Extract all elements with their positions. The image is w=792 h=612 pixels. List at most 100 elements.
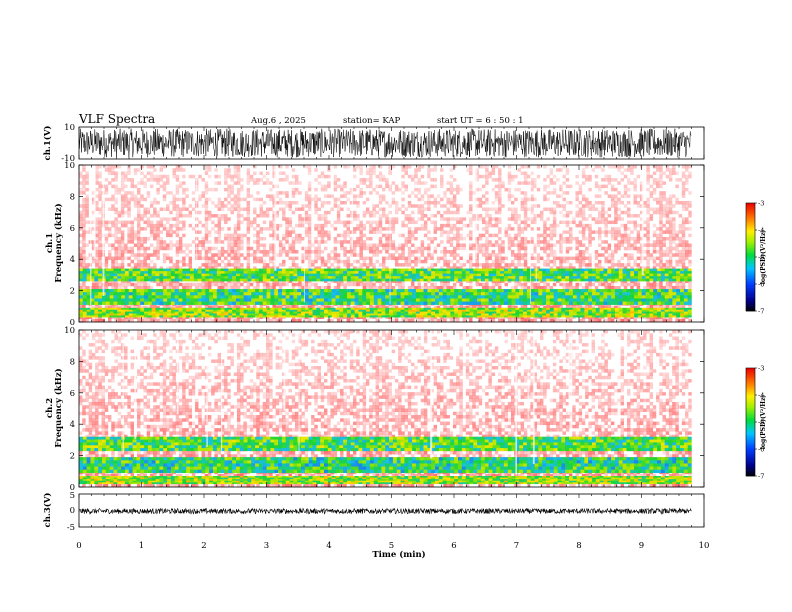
colorbar-cell — [746, 233, 755, 236]
colorbar-cell — [746, 262, 755, 265]
colorbar-cell — [746, 303, 755, 306]
colorbar-cell — [746, 463, 755, 466]
colorbar-cell — [746, 438, 755, 441]
colorbar-cell — [746, 404, 755, 407]
colorbar-cell — [746, 427, 755, 430]
colorbar-cell — [746, 267, 755, 270]
time-tick-label: 10 — [699, 541, 710, 551]
ytick-label: 2 — [70, 287, 75, 297]
colorbar-cell — [746, 405, 755, 408]
ytick-label: 0 — [70, 483, 75, 493]
colorbar-cell — [746, 280, 755, 283]
colorbar-cell — [746, 387, 755, 390]
colorbar-cell — [746, 226, 755, 229]
colorbar-cell — [746, 266, 755, 269]
colorbar-cell — [746, 278, 755, 281]
ch1-colorbar: -7 -6 -5 -4 -3 — [745, 200, 764, 316]
colorbar-cell — [746, 215, 755, 218]
colorbar-tick-label: -7 — [758, 308, 764, 316]
colorbar-cell — [746, 373, 755, 376]
colorbar-cell — [746, 398, 755, 401]
colorbar-cell — [746, 296, 755, 299]
ytick-label: 8 — [70, 357, 75, 367]
colorbar-cell — [746, 275, 755, 278]
colorbar-cell — [746, 400, 755, 403]
colorbar-cell — [746, 203, 755, 206]
ch1-spectrogram-ylabel-frequency: Frequency (kHz) — [53, 203, 64, 282]
colorbar-cell — [746, 413, 755, 416]
colorbar-cell — [746, 309, 755, 312]
colorbar-cell — [746, 449, 755, 452]
colorbar-cell — [746, 235, 755, 238]
colorbar-cell — [746, 429, 755, 432]
colorbar-tick-label: -7 — [758, 473, 764, 481]
colorbar-cell — [746, 445, 755, 448]
ytick-label: 4 — [70, 255, 75, 265]
colorbar-cell — [746, 432, 755, 435]
ch1-spectrogram-yticks: 0 2 4 6 8 10 — [64, 161, 704, 328]
colorbar-cell — [746, 418, 755, 421]
colorbar-cell — [746, 447, 755, 450]
colorbar-cell — [746, 237, 755, 240]
colorbar-cell — [746, 380, 755, 383]
colorbar-cell — [746, 450, 755, 453]
colorbar-cell — [746, 452, 755, 455]
colorbar-cell — [746, 302, 755, 305]
colorbar-cell — [746, 391, 755, 394]
ch2-spectrogram-xticks — [78, 330, 705, 487]
colorbar-cell — [746, 440, 755, 443]
colorbar-cell — [746, 441, 755, 444]
colorbar-cell — [746, 436, 755, 439]
ch3-waveform-ylabel: ch.3(V) — [42, 493, 53, 528]
ytick-label: 2 — [70, 452, 75, 462]
colorbar-cell — [746, 386, 755, 389]
ch3-ytick-bottom: -5 — [67, 523, 75, 533]
colorbar-cell — [746, 244, 755, 247]
station-label: station= KAP — [343, 116, 401, 126]
colorbar-cell — [746, 293, 755, 296]
colorbar-cell — [746, 369, 755, 372]
colorbar-cell — [746, 230, 755, 233]
colorbar-cell — [746, 454, 755, 457]
ytick-label: 0 — [70, 318, 75, 328]
colorbar-cell — [746, 395, 755, 398]
colorbar-cell — [746, 264, 755, 267]
colorbar-cell — [746, 384, 755, 387]
colorbar-cell — [746, 389, 755, 392]
time-tick-label: 8 — [576, 541, 581, 551]
colorbar-tick-label: -6 — [758, 281, 764, 289]
colorbar-cell — [746, 425, 755, 428]
colorbar-cell — [746, 294, 755, 297]
ch1-waveform-trace — [78, 127, 692, 158]
ch1-waveform-panel: 10 -10 ch.1(V) — [42, 123, 705, 164]
time-tick-label: 7 — [514, 541, 519, 551]
colorbar-cell — [746, 271, 755, 274]
ch2-spectrogram-yticks: 0 2 4 6 8 10 — [64, 326, 704, 493]
ch1-ytick-top: 10 — [64, 123, 75, 133]
colorbar-cell — [746, 465, 755, 468]
colorbar-cell — [746, 382, 755, 385]
colorbar-cell — [746, 461, 755, 464]
colorbar-cell — [746, 246, 755, 249]
colorbar-cell — [746, 434, 755, 437]
colorbar-cell — [746, 213, 755, 216]
colorbar-cell — [746, 208, 755, 211]
colorbar-cell — [746, 222, 755, 225]
colorbar-cell — [746, 253, 755, 256]
colorbar-cell — [746, 221, 755, 224]
colorbar-cell — [746, 212, 755, 215]
colorbar-cell — [746, 285, 755, 288]
colorbar-cell — [746, 458, 755, 461]
colorbar-cell — [746, 470, 755, 473]
time-axis-label: Time (min) — [372, 549, 425, 560]
ch2-spectrogram-ylabel-channel: ch.2 — [45, 398, 55, 418]
colorbar-cell — [746, 305, 755, 308]
ch1-ytick-bottom: -10 — [61, 154, 75, 164]
time-tick-label: 6 — [451, 541, 456, 551]
colorbar-cell — [746, 219, 755, 222]
ch3-waveform-xticks — [78, 494, 705, 527]
time-tick-label: 4 — [326, 541, 331, 551]
colorbar-cell — [746, 260, 755, 263]
colorbar-cell — [746, 467, 755, 470]
